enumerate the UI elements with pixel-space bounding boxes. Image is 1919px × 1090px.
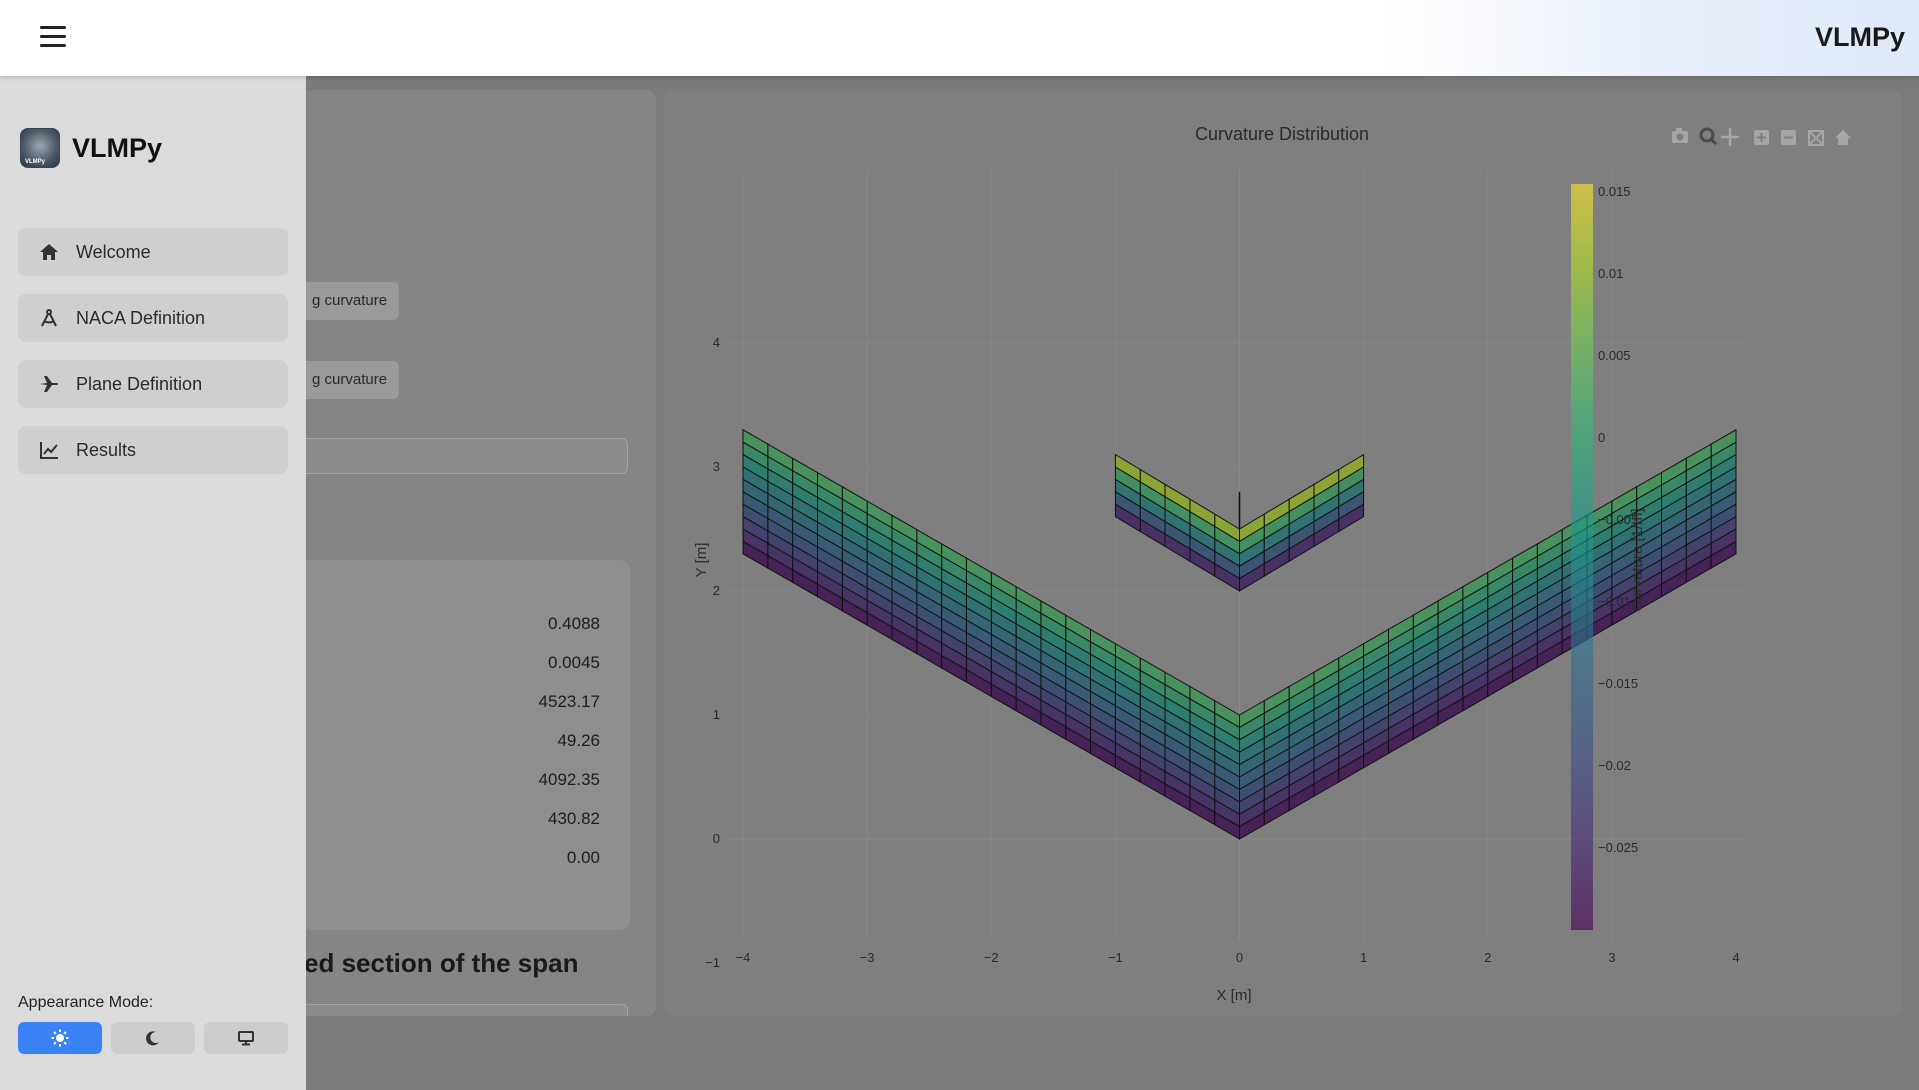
y-tick-label: 3 [713, 459, 720, 474]
result-value: 4523.17 [538, 692, 600, 711]
reset-axes-icon[interactable] [1835, 130, 1851, 145]
colorbar-tick-label: −0.01 [1598, 594, 1631, 609]
pan-icon[interactable] [1721, 128, 1739, 146]
tail-panel [1114, 503, 1141, 533]
curvature-button-1[interactable]: g curvature [300, 282, 400, 320]
brand: VLMPy [20, 128, 162, 168]
brand-name: VLMPy [72, 132, 163, 163]
camera-icon[interactable] [1672, 128, 1688, 143]
monitor-icon [238, 1031, 254, 1046]
curvature-button-2[interactable]: g curvature [300, 361, 400, 399]
colorbar-tick-label: 0 [1598, 430, 1605, 445]
colorbar-tick-label: −0.02 [1598, 758, 1631, 773]
y-tick-label: 2 [713, 583, 720, 598]
system-mode-button[interactable] [204, 1022, 288, 1054]
y-tick-label: 4 [713, 335, 720, 350]
app-logo-icon [20, 128, 60, 168]
chart-title: Curvature Distribution [1195, 124, 1369, 144]
colorbar-ticks: 0.015 0.01 0.005 0 −0.005 −0.01 −0.015 −0.02 −0.… [1598, 184, 1638, 855]
section-input[interactable] [300, 1004, 628, 1016]
sidebar-item-results[interactable]: Results [18, 426, 288, 474]
x-tick-label: −1 [1108, 950, 1123, 965]
plot-modebar [1672, 127, 1851, 146]
zoom-out-icon[interactable] [1781, 130, 1796, 145]
axis-ticks: −4 −3 −2 −1 0 1 2 3 4 −1 0 1 2 3 4 [705, 335, 1739, 970]
section-title: ed section of the span [304, 948, 579, 978]
sidebar-item-label: Results [76, 439, 137, 460]
x-tick-label: 0 [1236, 950, 1243, 965]
app-title: VLMPy [1814, 22, 1905, 52]
autoscale-icon[interactable] [1808, 130, 1824, 146]
sidebar: VLMPy Welcome NACA Definition Plane Defi… [0, 76, 306, 1090]
sidebar-item-label: Welcome [76, 241, 151, 262]
colorbar-tick-label: −0.015 [1598, 676, 1638, 691]
compass-icon [38, 307, 60, 329]
colorbar-tick-label: −0.005 [1598, 512, 1638, 527]
moon-icon [146, 1031, 159, 1046]
appearance-mode-label: Appearance Mode: [18, 994, 154, 1011]
sidebar-item-plane-definition[interactable]: Plane Definition [18, 360, 288, 408]
sidebar-item-welcome[interactable]: Welcome [18, 228, 288, 276]
colorbar-tick-label: −0.025 [1598, 840, 1638, 855]
x-tick-label: −2 [984, 950, 999, 965]
y-tick-label: −1 [705, 955, 720, 970]
colorbar-tick-label: 0.01 [1598, 266, 1623, 281]
top-bar: VLMPy [0, 0, 1919, 76]
zoom-in-icon[interactable] [1754, 130, 1769, 145]
x-axis-label: X [m] [1216, 987, 1251, 1004]
y-tick-label: 1 [713, 707, 720, 722]
sidebar-item-naca-definition[interactable]: NACA Definition [18, 294, 288, 342]
tail-panel [1338, 503, 1365, 533]
plot-panel: Curvature Distribution [664, 90, 1902, 1016]
wing-panel [742, 540, 769, 569]
x-tick-label: 4 [1732, 950, 1739, 965]
result-value: 0.4088 [548, 614, 600, 633]
main-content: g curvature g curvature 0.4088 0.0045 45… [0, 76, 1919, 1090]
light-mode-button[interactable] [18, 1022, 102, 1054]
sun-icon [51, 1029, 69, 1047]
colorbar-tick-label: 0.005 [1598, 348, 1631, 363]
colorbar-title: Curvature [1/m] [1629, 508, 1646, 611]
sidebar-item-label: Plane Definition [76, 373, 203, 394]
result-value: 0.00 [566, 848, 600, 867]
panel-mesh [742, 428, 1737, 840]
result-value: 4092.35 [538, 770, 600, 789]
result-value: 430.82 [548, 809, 600, 828]
y-axis-label: Y [m] [693, 543, 710, 578]
x-tick-label: −3 [860, 950, 875, 965]
wing-panel [1710, 540, 1737, 569]
dark-mode-button[interactable] [111, 1022, 195, 1054]
x-tick-label: 1 [1360, 950, 1367, 965]
home-icon [38, 241, 60, 263]
colorbar-tick-label: 0.015 [1598, 184, 1631, 199]
y-tick-label: 0 [713, 831, 720, 846]
x-tick-label: 2 [1484, 950, 1491, 965]
zoom-icon[interactable] [1699, 127, 1718, 146]
curvature-plot[interactable]: Curvature Distribution [664, 90, 1902, 1016]
x-tick-label: 3 [1608, 950, 1615, 965]
result-value: 0.0045 [548, 653, 600, 672]
line-chart-icon [38, 439, 60, 461]
colorbar [1571, 184, 1593, 930]
plane-icon [38, 373, 60, 395]
input-field[interactable] [300, 438, 628, 474]
sidebar-item-label: NACA Definition [76, 307, 206, 328]
x-tick-label: −4 [736, 950, 751, 965]
hamburger-menu-icon[interactable] [40, 26, 66, 48]
result-value: 49.26 [557, 731, 600, 750]
